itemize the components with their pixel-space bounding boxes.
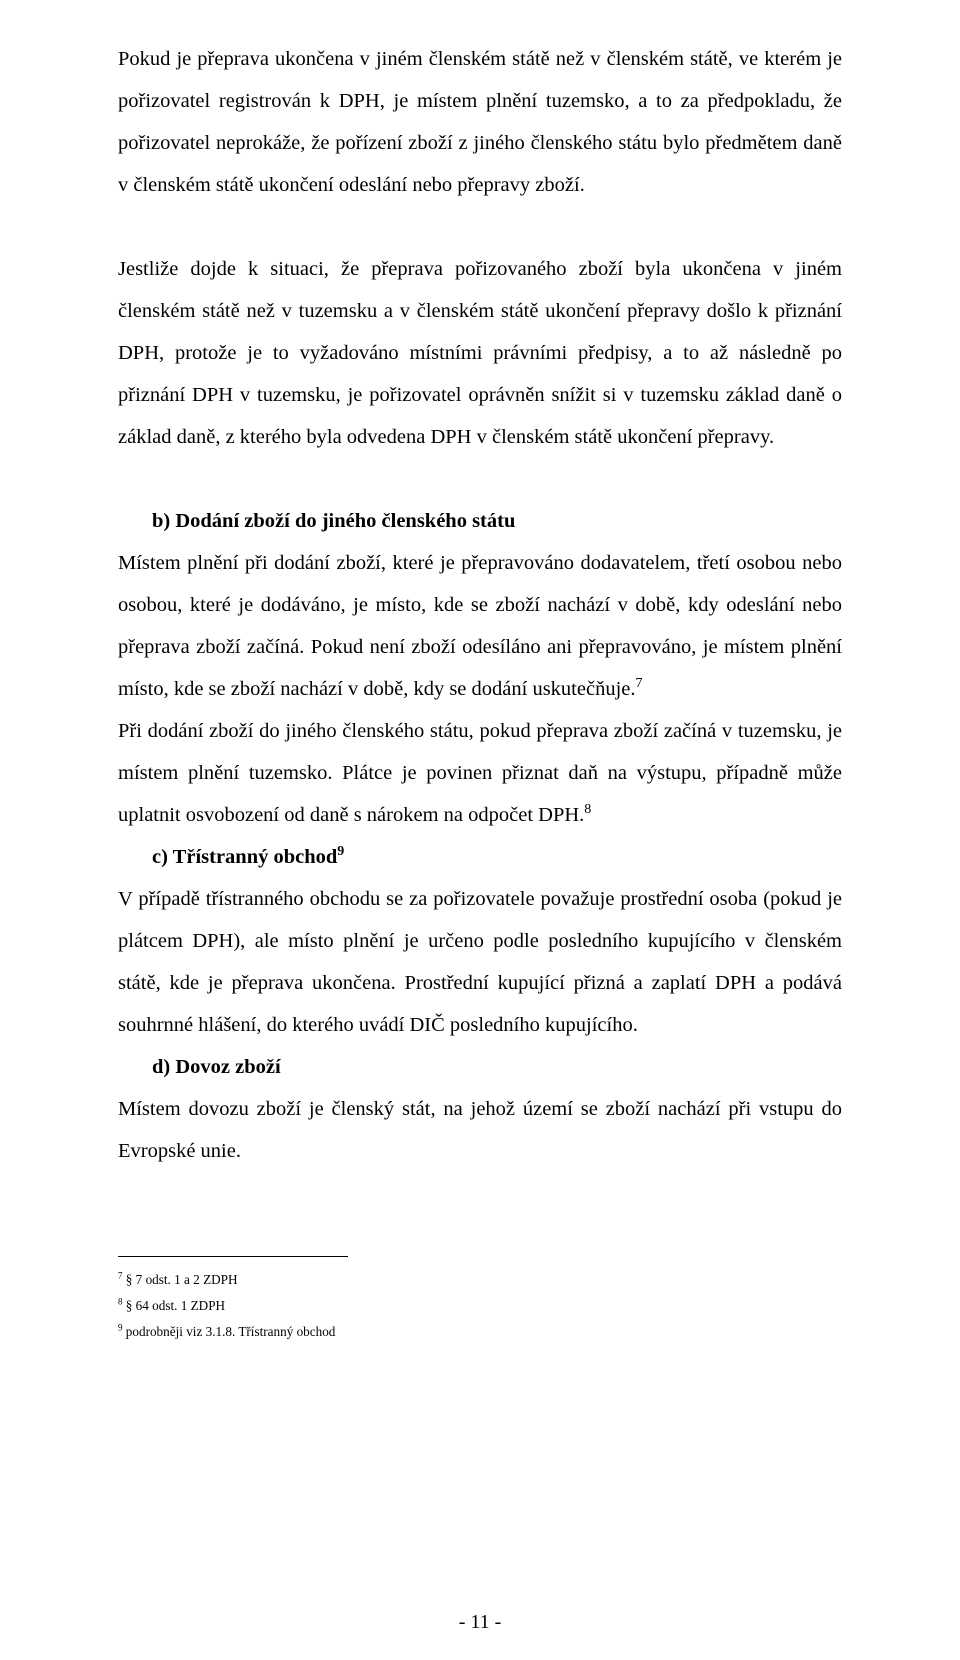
footnote-num-8: 8 [118,1297,122,1307]
footnote-separator [118,1256,348,1257]
section-c: c) Třístranný obchod9 V případě třístran… [118,836,842,1046]
paragraph-4: Při dodání zboží do jiného členského stá… [118,710,842,836]
section-d: d) Dovoz zboží Místem dovozu zboží je čl… [118,1046,842,1172]
section-c-heading: c) Třístranný obchod9 [118,836,842,878]
paragraph-3: Místem plnění při dodání zboží, které je… [118,542,842,710]
footnote-ref-9: 9 [337,844,344,859]
footnote-num-9: 9 [118,1322,122,1332]
document-page: Pokud je přeprava ukončena v jiném člens… [0,0,960,1660]
section-b-heading: b) Dodání zboží do jiného členského stát… [118,500,842,542]
paragraph-6: Místem dovozu zboží je členský stát, na … [118,1088,842,1172]
paragraph-5: V případě třístranného obchodu se za poř… [118,878,842,1046]
footnote-num-7: 7 [118,1271,122,1281]
footnote-ref-8: 8 [584,802,591,817]
section-b: b) Dodání zboží do jiného členského stát… [118,500,842,710]
paragraph-1: Pokud je přeprava ukončena v jiném člens… [118,38,842,206]
paragraph-4-text: Při dodání zboží do jiného členského stá… [118,720,842,826]
footnote-8-text: § 64 odst. 1 ZDPH [126,1298,225,1313]
footnote-9: 9 podrobněji viz 3.1.8. Třístranný obcho… [118,1319,842,1345]
paragraph-2: Jestliže dojde k situaci, že přeprava po… [118,248,842,458]
section-d-heading: d) Dovoz zboží [118,1046,842,1088]
footnote-ref-7: 7 [636,676,643,691]
footnote-7-text: § 7 odst. 1 a 2 ZDPH [126,1272,238,1287]
paragraph-3-text: Místem plnění při dodání zboží, které je… [118,552,842,700]
page-number: - 11 - [0,1611,960,1634]
footnote-7: 7 § 7 odst. 1 a 2 ZDPH [118,1267,842,1293]
section-c-heading-text: c) Třístranný obchod [152,846,337,868]
footnote-9-text: podrobněji viz 3.1.8. Třístranný obchod [126,1324,336,1339]
footnote-8: 8 § 64 odst. 1 ZDPH [118,1293,842,1319]
